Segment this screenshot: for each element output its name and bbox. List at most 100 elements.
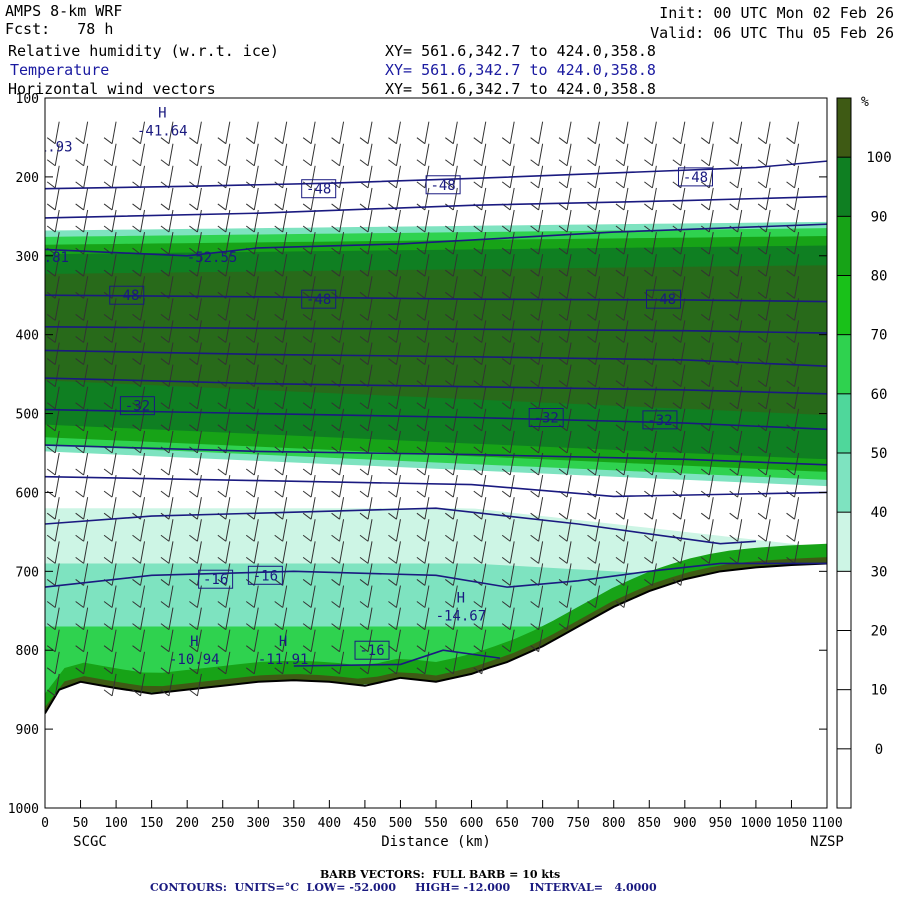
wind-barb bbox=[140, 673, 146, 696]
wind-barb bbox=[737, 519, 743, 542]
wind-barb-flag bbox=[445, 181, 454, 189]
wind-barb bbox=[737, 209, 743, 233]
wind-barb bbox=[794, 276, 800, 299]
wind-barb bbox=[452, 143, 458, 166]
wind-barb bbox=[623, 165, 629, 188]
wind-barb-flag bbox=[217, 645, 227, 653]
wind-barb bbox=[765, 232, 771, 255]
colorbar-tick-label: 30 bbox=[871, 564, 888, 580]
wind-barb bbox=[452, 474, 458, 498]
wind-barb bbox=[168, 541, 174, 564]
wind-barb-flag bbox=[217, 601, 227, 608]
wind-barb bbox=[452, 607, 458, 630]
wind-barb bbox=[225, 320, 231, 343]
wind-barb-flag bbox=[615, 424, 625, 432]
wind-barb-flag bbox=[388, 336, 397, 343]
wind-barb-flag bbox=[160, 490, 170, 498]
wind-barb bbox=[339, 563, 345, 586]
wind-barb-flag bbox=[473, 623, 483, 631]
wind-barb-flag bbox=[75, 137, 84, 145]
wind-barb bbox=[140, 408, 146, 431]
wind-barb-flag bbox=[359, 247, 369, 255]
wind-barb-flag bbox=[189, 512, 198, 520]
wind-barb bbox=[395, 254, 401, 277]
contour-label-box bbox=[247, 565, 283, 585]
wind-barb-flag bbox=[530, 269, 539, 277]
wind-barb bbox=[651, 121, 657, 144]
wind-barb bbox=[196, 607, 202, 630]
wind-barb bbox=[367, 452, 373, 476]
wind-barb bbox=[54, 563, 60, 586]
wind-barb-flag bbox=[359, 159, 369, 167]
x-tick-label: 650 bbox=[495, 816, 518, 831]
wind-barb bbox=[509, 607, 515, 630]
temperature-contour bbox=[45, 294, 827, 303]
wind-barb-flag bbox=[644, 247, 653, 255]
wind-barb bbox=[623, 232, 629, 255]
wind-barb bbox=[509, 519, 515, 542]
wind-barb bbox=[395, 519, 401, 542]
wind-barb-flag bbox=[46, 623, 56, 631]
wind-barb-flag bbox=[700, 424, 710, 432]
wind-barb-flag bbox=[416, 424, 426, 432]
wind-barb-flag bbox=[189, 159, 198, 167]
wind-barb bbox=[168, 143, 174, 166]
wind-barb bbox=[83, 209, 89, 233]
wind-barb bbox=[253, 143, 259, 166]
wind-barb-flag bbox=[132, 556, 141, 564]
wind-barb bbox=[282, 563, 288, 586]
wind-barb bbox=[680, 121, 686, 144]
wind-barb-flag bbox=[615, 247, 625, 255]
wind-barb bbox=[339, 121, 345, 144]
wind-barb-flag bbox=[132, 579, 141, 586]
wind-barb-flag bbox=[132, 490, 141, 498]
wind-barb-flag bbox=[644, 313, 653, 321]
wind-barb-flag bbox=[75, 336, 84, 343]
x-tick-label: 900 bbox=[673, 816, 696, 831]
wind-barb-flag bbox=[75, 159, 84, 167]
wind-barb bbox=[566, 541, 572, 564]
wind-barb-flag bbox=[587, 534, 596, 542]
wind-barb bbox=[282, 452, 288, 476]
wind-barb bbox=[395, 541, 401, 564]
colorbar-bin bbox=[837, 275, 851, 335]
wind-barb bbox=[54, 629, 60, 652]
wind-barb bbox=[708, 187, 714, 211]
wind-barb bbox=[595, 519, 601, 542]
xy-line-1: XY= 561.6,342.7 to 424.0,358.8 bbox=[385, 42, 656, 60]
wind-barb-flag bbox=[757, 336, 767, 343]
wind-barb bbox=[651, 519, 657, 542]
wind-barb bbox=[367, 364, 373, 387]
wind-barb bbox=[651, 430, 657, 454]
wind-barb-flag bbox=[75, 579, 84, 586]
wind-barb bbox=[310, 629, 316, 652]
wind-barb-flag bbox=[558, 247, 568, 255]
wind-barb bbox=[765, 452, 771, 476]
wind-barb-flag bbox=[359, 137, 369, 145]
wind-barb-flag bbox=[786, 225, 795, 233]
wind-barb-flag bbox=[132, 667, 141, 675]
wind-barb-flag bbox=[644, 291, 653, 299]
wind-barb-flag bbox=[445, 490, 454, 498]
wind-barb bbox=[623, 585, 629, 608]
wind-barb-flag bbox=[473, 645, 483, 653]
wind-barb bbox=[452, 408, 458, 431]
wind-barb bbox=[395, 320, 401, 343]
wind-barb bbox=[509, 232, 515, 255]
wind-barb bbox=[339, 585, 345, 608]
wind-barb-flag bbox=[416, 601, 426, 608]
wind-barb bbox=[481, 386, 487, 409]
wind-barb-flag bbox=[615, 402, 625, 410]
wind-barb bbox=[196, 452, 202, 476]
wind-barb-flag bbox=[615, 313, 625, 321]
wind-barb bbox=[282, 187, 288, 211]
wind-barb-flag bbox=[473, 402, 483, 410]
y-tick-label: 400 bbox=[16, 329, 39, 344]
wind-barb bbox=[452, 563, 458, 586]
wind-barb bbox=[424, 121, 430, 144]
wind-barb-flag bbox=[302, 645, 312, 653]
wind-barb bbox=[424, 452, 430, 476]
wind-barb-flag bbox=[501, 247, 511, 255]
wind-barb bbox=[680, 187, 686, 211]
